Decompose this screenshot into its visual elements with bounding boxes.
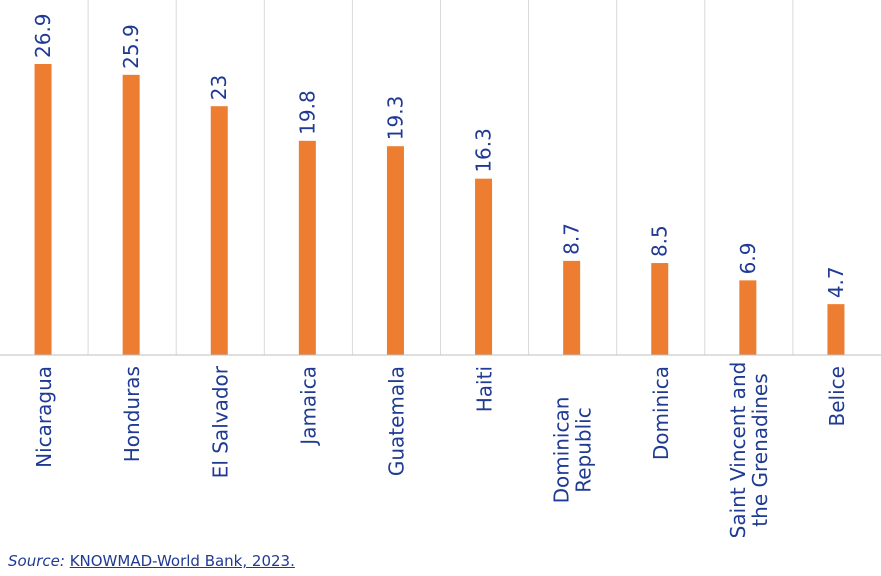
bars — [34, 64, 845, 355]
category-label-line: Saint Vincent and — [726, 362, 750, 539]
category-label-line: Dominica — [649, 366, 673, 460]
source-link[interactable]: KNOWMAD-World Bank, 2023. — [69, 552, 295, 570]
category-label-line: Nicaragua — [32, 366, 56, 468]
category-label: Belice — [825, 366, 849, 426]
category-label: DominicanRepublic — [550, 397, 596, 504]
source-label: Source: — [8, 552, 65, 570]
category-label-line: the Grenadines — [748, 373, 772, 526]
bar — [475, 178, 493, 355]
category-label: Nicaragua — [32, 366, 56, 468]
category-label-line: Dominican — [550, 397, 574, 504]
value-label: 8.5 — [648, 225, 672, 257]
category-label-line: Haiti — [473, 366, 497, 412]
category-label-line: Republic — [572, 407, 596, 492]
category-label-line: Belice — [825, 366, 849, 426]
category-label: Jamaica — [296, 366, 320, 447]
category-label-line: Guatemala — [384, 366, 408, 476]
category-labels: Nicaragua Honduras El Salvador Jamaica Guate… — [32, 362, 849, 539]
bar — [34, 64, 52, 355]
bar — [210, 106, 228, 355]
category-label-line: Jamaica — [296, 366, 320, 447]
value-label: 8.7 — [560, 223, 584, 255]
value-label: 19.8 — [295, 90, 319, 135]
grid-lines — [87, 0, 794, 355]
value-label: 4.7 — [824, 266, 848, 298]
bar — [827, 304, 845, 355]
category-label: Haiti — [473, 366, 497, 412]
bar — [386, 146, 404, 355]
category-label: Dominica — [649, 366, 673, 460]
category-label-line: Honduras — [120, 366, 144, 462]
value-label: 16.3 — [472, 128, 496, 173]
category-label-line: El Salvador — [208, 365, 232, 478]
source-note: Source: KNOWMAD-World Bank, 2023. — [8, 552, 295, 570]
bar — [651, 263, 669, 355]
bar — [739, 280, 757, 355]
value-label: 25.9 — [119, 24, 143, 69]
bar — [122, 74, 140, 355]
bar — [563, 260, 581, 355]
value-label: 23 — [207, 75, 231, 100]
value-label: 19.3 — [383, 96, 407, 141]
category-label: Guatemala — [384, 366, 408, 476]
value-label: 6.9 — [736, 243, 760, 275]
bar — [298, 140, 316, 355]
category-label: El Salvador — [208, 365, 232, 478]
category-label: Saint Vincent andthe Grenadines — [726, 362, 772, 539]
category-label: Honduras — [120, 366, 144, 462]
value-label: 26.9 — [31, 13, 55, 58]
value-labels: 26.9 25.9 23 19.8 19.3 16.3 8.7 8.5 6.9 4.7 — [31, 13, 848, 298]
